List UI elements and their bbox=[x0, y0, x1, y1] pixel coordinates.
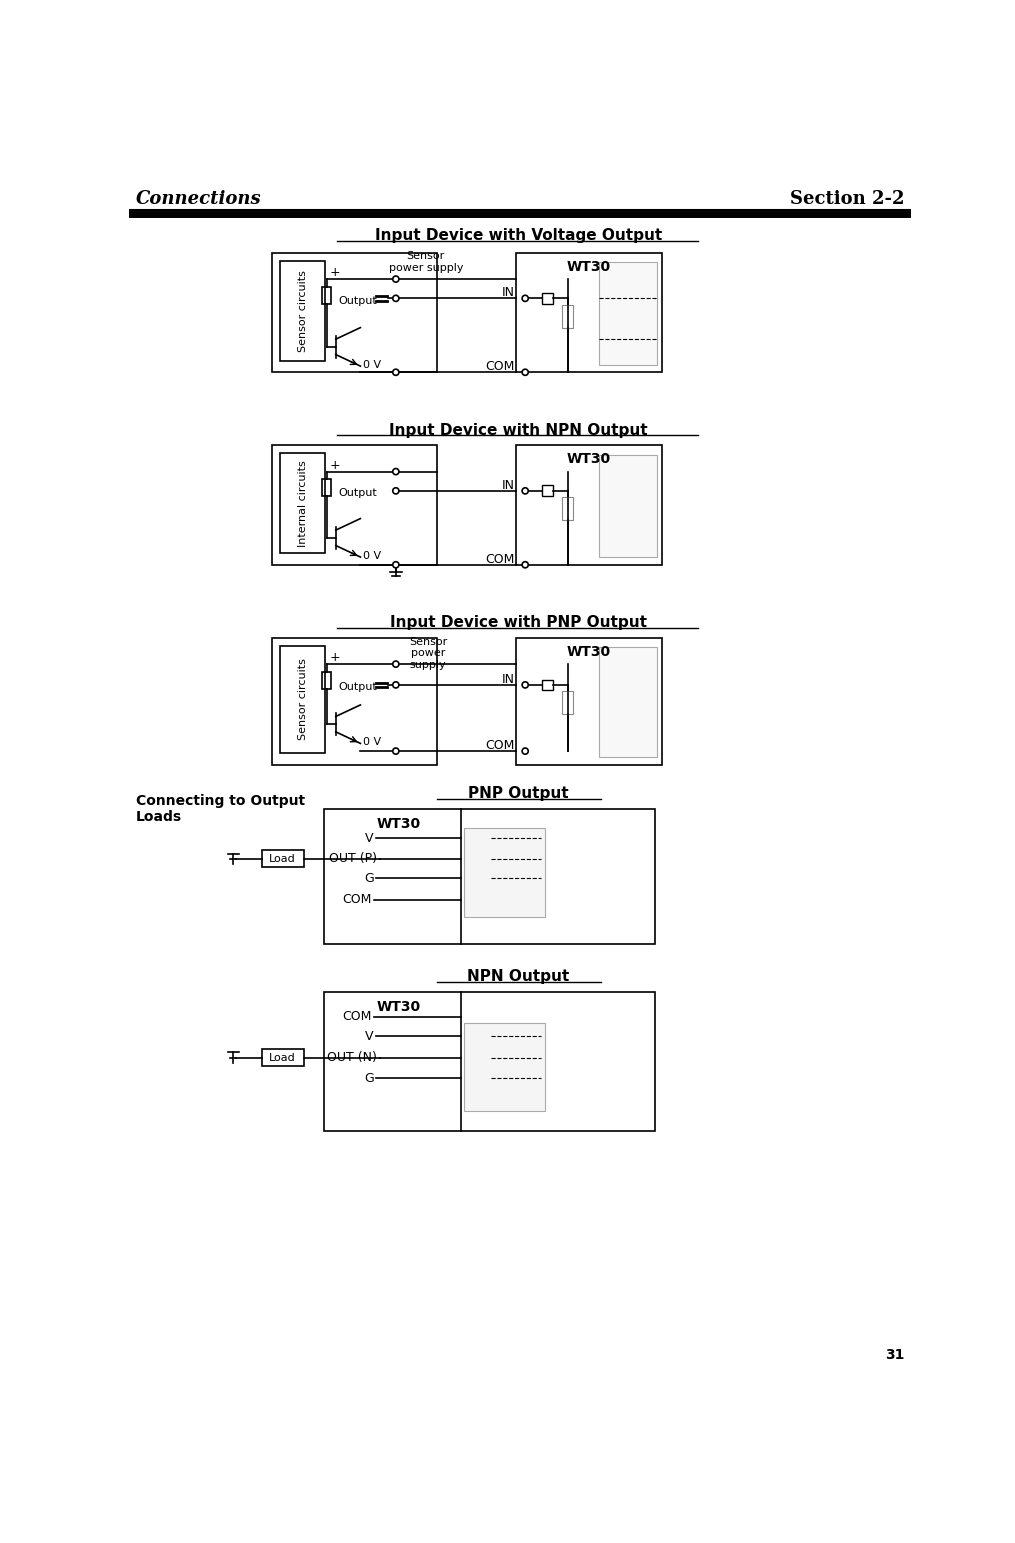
Text: 31: 31 bbox=[885, 1347, 904, 1362]
Bar bbox=[280, 261, 325, 361]
Text: Sensor
power supply: Sensor power supply bbox=[389, 252, 463, 273]
Circle shape bbox=[393, 276, 399, 282]
Circle shape bbox=[522, 562, 528, 568]
Text: COM: COM bbox=[485, 361, 515, 373]
Text: WT30: WT30 bbox=[377, 1000, 421, 1014]
Bar bbox=[280, 645, 325, 753]
Text: +: + bbox=[330, 267, 340, 279]
Circle shape bbox=[393, 295, 399, 301]
Bar bbox=[542, 486, 553, 497]
Text: G: G bbox=[363, 1072, 374, 1085]
Bar bbox=[516, 637, 662, 765]
Text: COM: COM bbox=[485, 552, 515, 566]
Circle shape bbox=[393, 660, 399, 667]
Circle shape bbox=[522, 488, 528, 494]
Circle shape bbox=[393, 748, 399, 755]
Bar bbox=[262, 850, 304, 867]
Bar bbox=[322, 480, 331, 497]
Bar bbox=[542, 679, 553, 690]
Circle shape bbox=[522, 682, 528, 688]
Text: G: G bbox=[363, 872, 374, 884]
Text: V: V bbox=[365, 1029, 374, 1043]
Text: Output: Output bbox=[339, 296, 378, 306]
Circle shape bbox=[522, 295, 528, 301]
Text: WT30: WT30 bbox=[567, 452, 611, 466]
Circle shape bbox=[393, 682, 399, 688]
Bar bbox=[280, 454, 325, 554]
Text: WT30: WT30 bbox=[567, 259, 611, 273]
Text: Connections: Connections bbox=[136, 190, 261, 208]
Text: Sensor circuits: Sensor circuits bbox=[297, 270, 308, 352]
Text: COM: COM bbox=[343, 893, 371, 906]
Circle shape bbox=[393, 562, 399, 568]
Bar bbox=[464, 1023, 545, 1111]
Text: Section 2-2: Section 2-2 bbox=[791, 190, 904, 208]
Bar bbox=[599, 455, 657, 557]
Circle shape bbox=[393, 369, 399, 375]
Bar bbox=[599, 647, 657, 758]
Text: COM: COM bbox=[343, 1011, 371, 1023]
Text: +: + bbox=[330, 651, 340, 665]
Bar bbox=[272, 637, 437, 765]
Bar bbox=[516, 446, 662, 565]
Text: WT30: WT30 bbox=[377, 816, 421, 830]
Bar bbox=[272, 446, 437, 565]
Text: NPN Output: NPN Output bbox=[467, 969, 569, 984]
Bar bbox=[562, 304, 572, 327]
Bar bbox=[324, 992, 656, 1131]
Text: IN: IN bbox=[501, 673, 515, 687]
Text: PNP Output: PNP Output bbox=[468, 785, 568, 801]
Circle shape bbox=[393, 469, 399, 475]
Text: Input Device with NPN Output: Input Device with NPN Output bbox=[389, 423, 648, 438]
Text: 0 V: 0 V bbox=[363, 360, 382, 370]
Text: OUT (N): OUT (N) bbox=[328, 1051, 378, 1065]
Text: Sensor
power
supply: Sensor power supply bbox=[409, 637, 448, 670]
Text: IN: IN bbox=[501, 478, 515, 492]
Text: V: V bbox=[365, 832, 374, 844]
Bar bbox=[562, 691, 572, 714]
Text: Sensor circuits: Sensor circuits bbox=[297, 659, 308, 741]
Bar bbox=[272, 253, 437, 372]
Text: Connecting to Output
Loads: Connecting to Output Loads bbox=[136, 793, 304, 824]
Text: +: + bbox=[330, 458, 340, 472]
Text: COM: COM bbox=[485, 739, 515, 753]
Text: Load: Load bbox=[269, 1052, 296, 1063]
Text: Input Device with Voltage Output: Input Device with Voltage Output bbox=[375, 228, 662, 244]
Circle shape bbox=[522, 369, 528, 375]
Bar bbox=[599, 262, 657, 364]
Text: 0 V: 0 V bbox=[363, 738, 382, 747]
Text: Output: Output bbox=[339, 488, 378, 498]
Text: 0 V: 0 V bbox=[363, 551, 382, 560]
Text: WT30: WT30 bbox=[567, 645, 611, 659]
Text: Input Device with PNP Output: Input Device with PNP Output bbox=[390, 616, 647, 630]
Text: Load: Load bbox=[269, 853, 296, 864]
Bar bbox=[562, 497, 572, 520]
Bar bbox=[322, 287, 331, 304]
Text: Internal circuits: Internal circuits bbox=[297, 460, 308, 546]
Text: IN: IN bbox=[501, 287, 515, 299]
Bar bbox=[464, 829, 545, 917]
Text: Output: Output bbox=[339, 682, 378, 693]
Bar bbox=[262, 1049, 304, 1066]
Circle shape bbox=[522, 748, 528, 755]
Bar bbox=[324, 809, 656, 944]
Text: OUT (P): OUT (P) bbox=[329, 852, 378, 866]
Bar bbox=[542, 293, 553, 304]
Bar bbox=[516, 253, 662, 372]
Circle shape bbox=[393, 488, 399, 494]
Bar bbox=[322, 671, 331, 688]
